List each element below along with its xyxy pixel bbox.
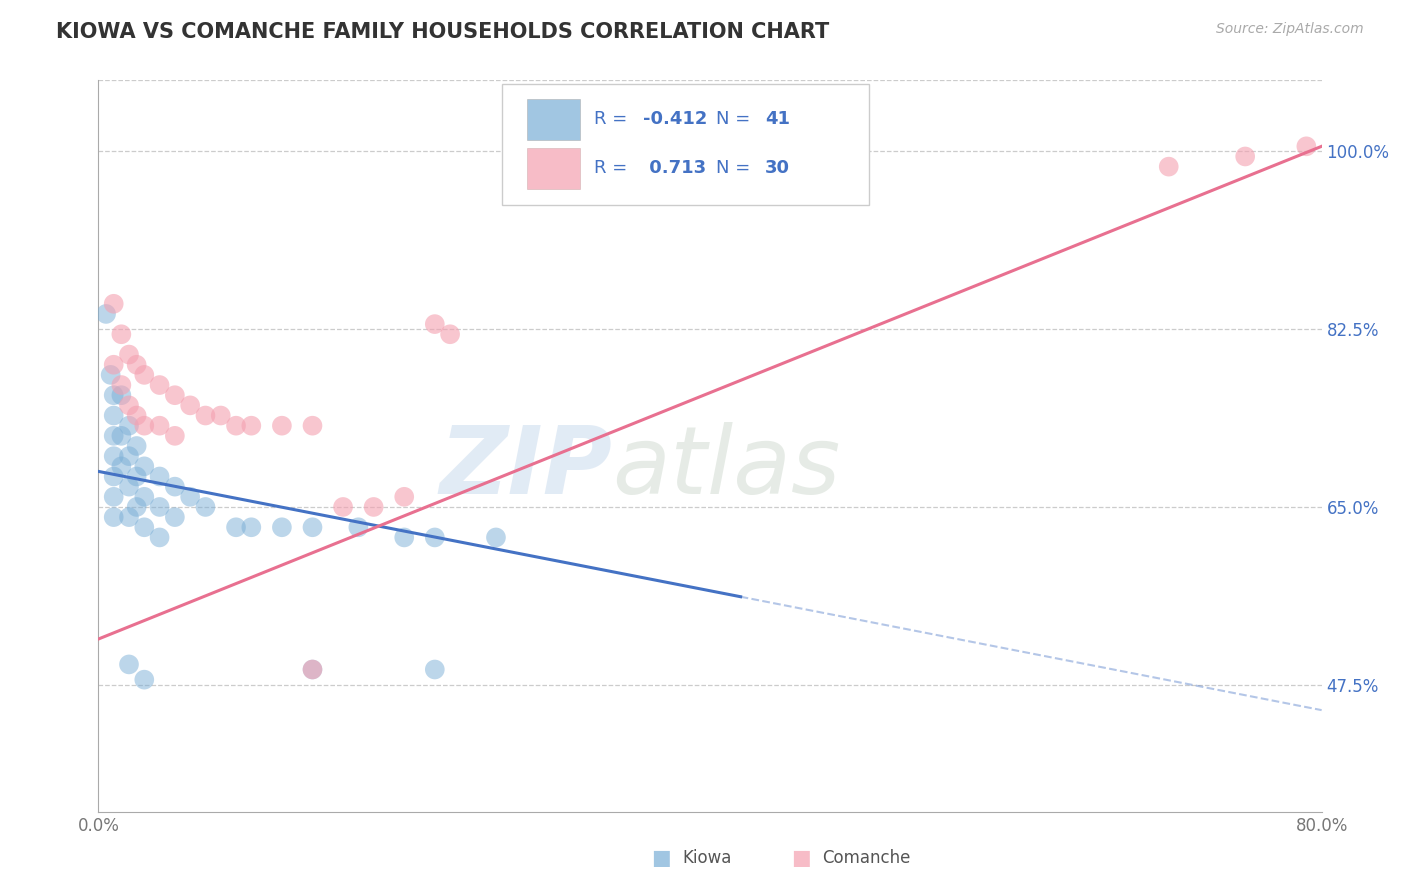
Point [179,398,201,412]
Point [118,657,141,672]
Point [149,469,172,483]
Point [332,500,354,514]
Point [103,510,125,524]
Point [301,663,323,677]
Point [149,378,172,392]
Text: R =: R = [593,159,633,177]
Point [1157,160,1180,174]
Point [103,388,125,402]
Point [103,358,125,372]
Point [1295,139,1317,153]
Point [225,418,247,433]
Point [103,490,125,504]
Point [125,409,148,423]
Point [134,418,156,433]
Point [392,490,416,504]
Text: R =: R = [593,110,633,128]
Point [118,510,141,524]
Point [134,368,156,382]
Point [125,358,148,372]
Point [149,500,172,514]
Point [103,449,125,463]
Point [149,418,172,433]
Text: N =: N = [716,110,756,128]
Point [363,500,385,514]
Text: atlas: atlas [612,423,841,514]
Point [301,520,323,534]
Text: ■: ■ [651,848,671,868]
Point [125,439,148,453]
Text: N =: N = [716,159,756,177]
Point [118,348,141,362]
Point [134,490,156,504]
Point [103,409,125,423]
FancyBboxPatch shape [527,99,581,139]
Point [270,520,292,534]
Point [347,520,370,534]
Point [118,449,141,463]
Point [103,429,125,443]
Text: 41: 41 [765,110,790,128]
Text: ZIP: ZIP [439,422,612,514]
Point [240,520,263,534]
Text: 30: 30 [765,159,790,177]
Point [194,500,217,514]
Point [194,409,217,423]
Point [134,673,156,687]
Point [1234,149,1257,163]
Point [163,429,186,443]
Point [110,459,132,474]
Point [125,500,148,514]
Text: ■: ■ [792,848,811,868]
Point [100,368,122,382]
Point [163,510,186,524]
Point [103,469,125,483]
Point [423,317,446,331]
Point [134,459,156,474]
Point [110,378,132,392]
Point [94,307,117,321]
Point [209,409,232,423]
Point [423,663,446,677]
Point [179,490,201,504]
Point [301,418,323,433]
Point [125,469,148,483]
Point [134,520,156,534]
Point [149,531,172,545]
Text: Kiowa: Kiowa [682,849,731,867]
FancyBboxPatch shape [502,84,869,204]
Point [439,327,461,342]
Text: -0.412: -0.412 [643,110,707,128]
Point [301,663,323,677]
Point [423,531,446,545]
Point [110,429,132,443]
Point [163,480,186,494]
Text: Comanche: Comanche [823,849,911,867]
Point [103,297,125,311]
Point [110,388,132,402]
Text: 0.713: 0.713 [643,159,706,177]
Point [118,480,141,494]
Point [485,531,508,545]
Point [240,418,263,433]
Point [118,418,141,433]
Point [270,418,292,433]
Point [118,398,141,412]
Text: KIOWA VS COMANCHE FAMILY HOUSEHOLDS CORRELATION CHART: KIOWA VS COMANCHE FAMILY HOUSEHOLDS CORR… [56,22,830,42]
FancyBboxPatch shape [527,147,581,188]
Point [110,327,132,342]
Point [392,531,416,545]
Text: Source: ZipAtlas.com: Source: ZipAtlas.com [1216,22,1364,37]
Point [225,520,247,534]
Point [163,388,186,402]
